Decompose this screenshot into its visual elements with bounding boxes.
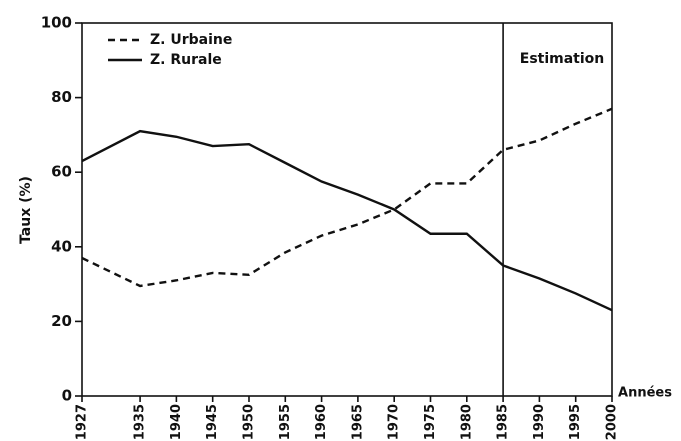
y-axis-label: Taux (%) [18,176,34,244]
x-tick-label: 1965 [350,404,365,440]
x-tick-label: 1985 [496,404,511,440]
y-tick-label: 20 [51,312,72,330]
x-tick-label: 1995 [568,404,583,440]
y-tick-label: 0 [62,387,72,405]
legend-label: Z. Rurale [150,52,222,68]
x-tick-label: 1955 [278,404,293,440]
x-tick-label: 1970 [387,404,402,440]
x-tick-label: 1940 [169,404,184,440]
x-tick-label: 2000 [605,404,620,440]
x-tick-label: 1975 [423,404,438,440]
legend-label: Z. Urbaine [150,32,232,48]
x-tick-label: 1990 [532,404,547,440]
x-tick-label: 1935 [133,404,148,440]
y-tick-label: 80 [51,88,72,106]
x-tick-label: 1927 [75,404,90,440]
x-tick-label: 1945 [205,404,220,440]
estimation-label: Estimation [520,51,605,67]
series-line [81,129,613,312]
x-axis-label: Années [618,386,672,401]
y-tick-label: 100 [41,14,72,32]
plot-frame [81,22,613,397]
x-tick-label: 1960 [314,404,329,440]
series-line [81,107,613,288]
x-tick-label: 1950 [241,404,256,440]
y-tick-label: 40 [51,237,72,255]
y-tick-label: 60 [51,163,72,181]
x-tick-label: 1980 [459,404,474,440]
